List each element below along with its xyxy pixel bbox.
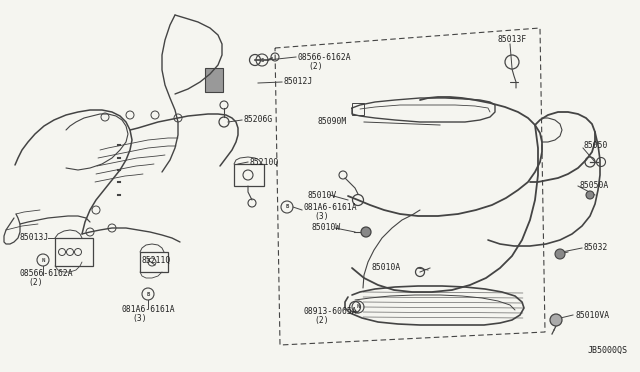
- Text: 85032: 85032: [584, 244, 609, 253]
- Circle shape: [550, 314, 562, 326]
- Bar: [55, 238, 93, 266]
- Text: 08566-6162A: 08566-6162A: [298, 52, 351, 61]
- Text: (2): (2): [308, 61, 323, 71]
- Circle shape: [586, 191, 594, 199]
- Text: (3): (3): [314, 212, 328, 221]
- Text: (2): (2): [314, 317, 328, 326]
- Bar: [234, 164, 264, 186]
- Text: 85050A: 85050A: [580, 182, 609, 190]
- Text: 081A6-6161A: 081A6-6161A: [304, 202, 358, 212]
- Text: (2): (2): [28, 279, 43, 288]
- Text: (3): (3): [132, 314, 147, 324]
- Text: B: B: [285, 205, 289, 209]
- Text: 85012J: 85012J: [284, 77, 313, 87]
- Text: B: B: [147, 292, 150, 296]
- Text: 85010A: 85010A: [372, 263, 401, 273]
- Text: 85210Q: 85210Q: [250, 157, 279, 167]
- Text: 081A6-6161A: 081A6-6161A: [122, 305, 175, 314]
- Circle shape: [361, 227, 371, 237]
- Text: 08913-6065A: 08913-6065A: [304, 308, 358, 317]
- Text: 85206G: 85206G: [244, 115, 273, 125]
- Text: S: S: [260, 58, 264, 62]
- Text: N: N: [356, 305, 360, 310]
- Text: 85090M: 85090M: [318, 118, 348, 126]
- Text: 85010V: 85010V: [308, 190, 337, 199]
- Circle shape: [555, 249, 565, 259]
- Text: 85211Q: 85211Q: [142, 256, 172, 264]
- Text: 85013F: 85013F: [498, 35, 527, 45]
- Text: 85010W: 85010W: [312, 224, 341, 232]
- Text: 85013J: 85013J: [20, 234, 49, 243]
- Bar: [205, 68, 223, 92]
- Text: 85010VA: 85010VA: [575, 311, 609, 320]
- Text: 85050: 85050: [584, 141, 609, 150]
- Text: 08566-6162A: 08566-6162A: [20, 269, 74, 279]
- Bar: [140, 252, 168, 272]
- Text: N: N: [42, 257, 45, 263]
- Text: JB5000QS: JB5000QS: [588, 346, 628, 355]
- Bar: [352, 103, 364, 115]
